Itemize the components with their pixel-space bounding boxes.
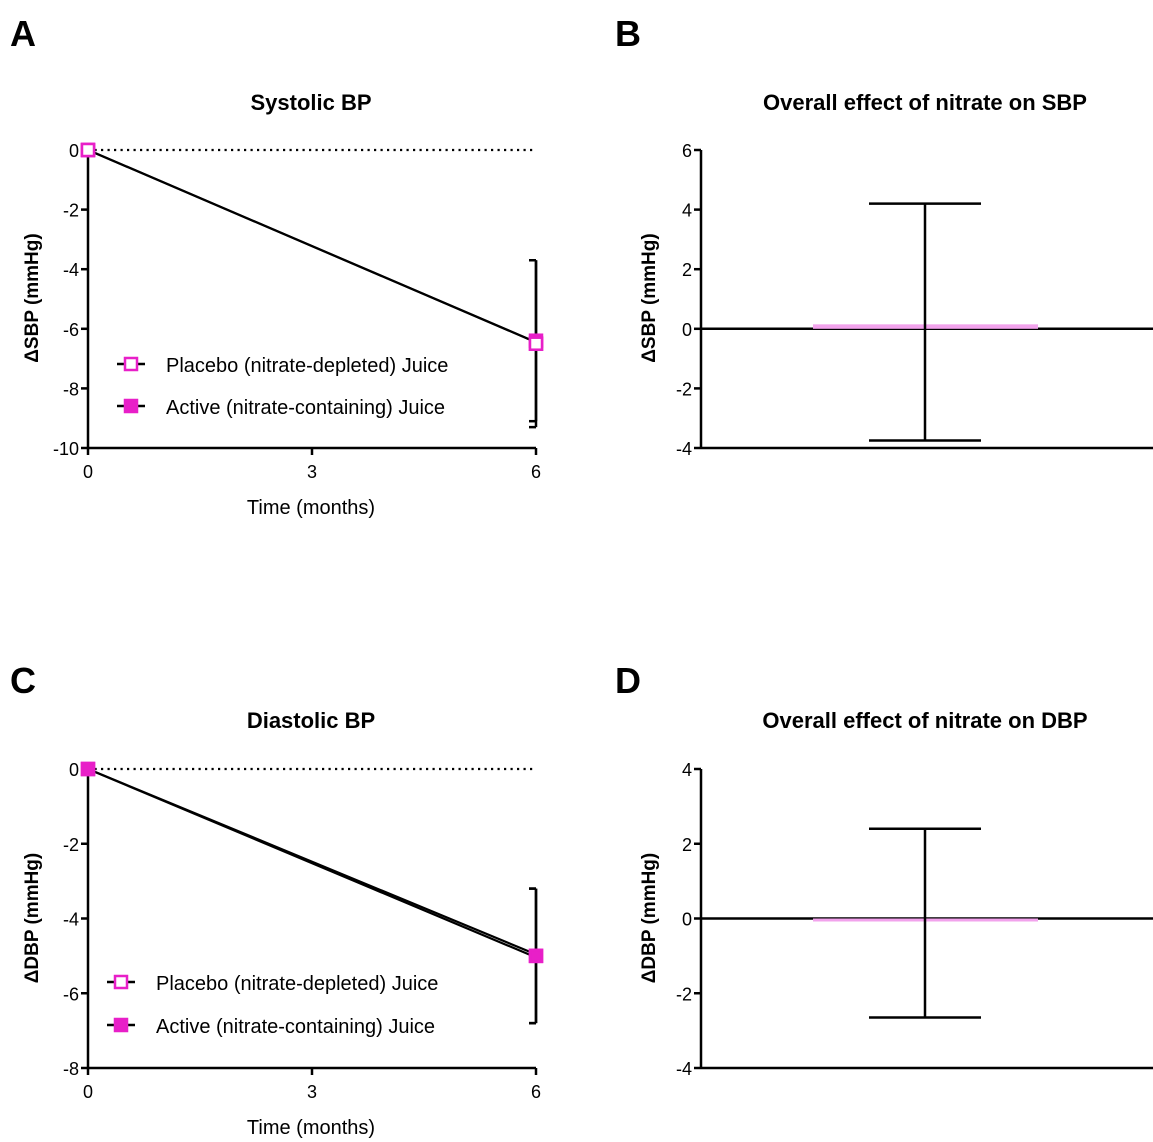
chart-a-y-tick-label: -4 xyxy=(63,260,79,280)
chart-c-legend-marker-active xyxy=(113,1017,129,1033)
chart-c-y-tick-label: 0 xyxy=(69,760,79,780)
chart-c-xlabel: Time (months) xyxy=(247,1117,375,1139)
chart-c-point-active xyxy=(528,948,544,964)
chart-a-y-tick-label: -8 xyxy=(63,379,79,399)
chart-a-xlabel: Time (months) xyxy=(247,497,375,519)
chart-b-y-tick-label: 4 xyxy=(682,201,692,221)
chart-c-y-tick-label: -6 xyxy=(63,984,79,1004)
chart-c-y-tick-label: -8 xyxy=(63,1059,79,1079)
chart-a-y-tick-label: -6 xyxy=(63,320,79,340)
chart-a-series-line-active xyxy=(87,148,537,344)
chart-b-y-tick-label: 0 xyxy=(682,320,692,340)
chart-d-plot: 4 2 0 -2 -4 xyxy=(676,760,1153,1079)
chart-b-y-tick-label: -2 xyxy=(676,379,692,399)
chart-d-y-tick-label: 0 xyxy=(682,910,692,930)
chart-b-y-tick-label: 6 xyxy=(682,141,692,161)
chart-d-y-tick-label: -4 xyxy=(676,1059,692,1079)
chart-c-x-tick-label: 3 xyxy=(307,1082,317,1102)
chart-c-y-tick-label: -2 xyxy=(63,835,79,855)
chart-a-legend-active: Active (nitrate-containing) Juice xyxy=(166,397,445,419)
chart-c-legend-placebo: Placebo (nitrate-depleted) Juice xyxy=(156,973,438,995)
chart-c-legend-active: Active (nitrate-containing) Juice xyxy=(156,1016,435,1038)
chart-c-legend-marker-placebo xyxy=(113,974,129,990)
chart-a-point-placebo-top xyxy=(528,336,544,351)
chart-c-x-tick-label: 6 xyxy=(531,1082,541,1102)
chart-a-x-tick-label: 0 xyxy=(83,462,93,482)
chart-b-plot: 6 4 2 0 -2 -4 xyxy=(676,141,1153,459)
chart-d-title: Overall effect of nitrate on DBP xyxy=(762,708,1087,733)
chart-c-point-active xyxy=(80,761,96,777)
chart-a-legend-marker-active xyxy=(123,398,139,414)
chart-a-ylabel: ΔSBP (mmHg) xyxy=(22,233,43,362)
chart-c-ylabel: ΔDBP (mmHg) xyxy=(22,853,43,983)
chart-d-y-tick-label: -2 xyxy=(676,984,692,1004)
chart-a-x-tick-label: 6 xyxy=(531,462,541,482)
chart-a-point-placebo-top xyxy=(80,142,96,158)
chart-a-y-tick-label: -2 xyxy=(63,201,79,221)
chart-d-y-tick-label: 4 xyxy=(682,760,692,780)
chart-a-y-tick-label: 0 xyxy=(69,141,79,161)
chart-b-ylabel: ΔSBP (mmHg) xyxy=(639,233,660,362)
chart-c-series-line-active xyxy=(87,767,537,959)
chart-a-x-tick-label: 3 xyxy=(307,462,317,482)
chart-b-title: Overall effect of nitrate on SBP xyxy=(763,90,1087,115)
chart-b-y-tick-label: -4 xyxy=(676,439,692,459)
chart-d-ylabel: ΔDBP (mmHg) xyxy=(639,853,660,983)
chart-a-title: Systolic BP xyxy=(250,90,371,115)
chart-c-y-tick-label: -4 xyxy=(63,910,79,930)
chart-c-title: Diastolic BP xyxy=(247,708,375,733)
chart-c-x-tick-label: 0 xyxy=(83,1082,93,1102)
chart-a-legend-marker-placebo xyxy=(123,356,139,372)
panel-letter-d: D xyxy=(615,660,641,701)
chart-a-legend-placebo: Placebo (nitrate-depleted) Juice xyxy=(166,355,448,377)
chart-a-y-tick-label: -10 xyxy=(53,439,79,459)
panel-letter-c: C xyxy=(10,660,36,701)
chart-c-plot: 0-2-4-6-80 3 6 xyxy=(63,760,544,1102)
chart-d-y-tick-label: 2 xyxy=(682,835,692,855)
chart-b-y-tick-label: 2 xyxy=(682,260,692,280)
panel-letter-b: B xyxy=(615,13,641,54)
chart-a-plot: 0-2-4-6-8-100 3 6 xyxy=(53,141,544,482)
panel-letter-a: A xyxy=(10,13,36,54)
